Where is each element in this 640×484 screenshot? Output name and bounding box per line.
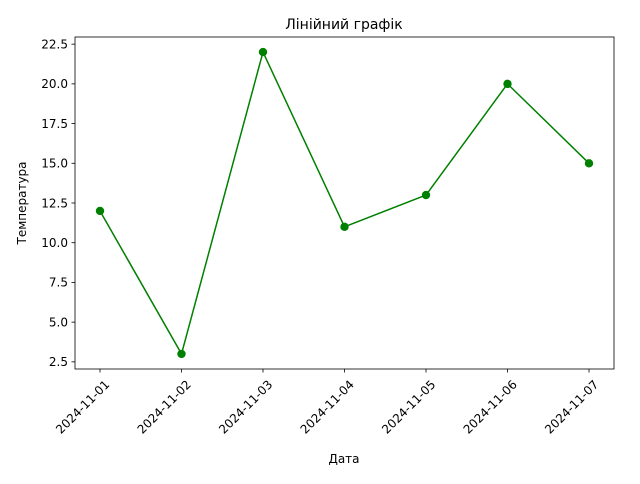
y-tick-label: 17.5 xyxy=(41,117,68,131)
x-axis-label: Дата xyxy=(328,452,359,466)
y-tick-label: 22.5 xyxy=(41,37,68,51)
data-point xyxy=(95,206,105,216)
y-axis-label: Температура xyxy=(15,161,29,245)
y-tick-label: 2.5 xyxy=(49,355,68,369)
plot-frame xyxy=(74,36,615,370)
y-tick-label: 5.0 xyxy=(49,315,68,329)
data-point xyxy=(421,190,431,200)
data-point xyxy=(340,222,349,232)
data-point xyxy=(584,159,594,168)
series-layer xyxy=(95,47,594,359)
data-point xyxy=(258,47,268,57)
data-point xyxy=(503,79,512,89)
y-tick-label: 10.0 xyxy=(41,236,68,250)
y-tick-label: 12.5 xyxy=(41,196,68,210)
y-tick-label: 20.0 xyxy=(41,77,68,91)
chart-title: Лінійний графік xyxy=(285,17,403,33)
y-tick-label: 15.0 xyxy=(41,157,68,171)
data-point xyxy=(177,349,186,359)
y-axis: 2.5 5.0 7.5 10.0 12.5 15.0 17.5 20.0 22.5 xyxy=(41,37,75,369)
y-tick-label: 7.5 xyxy=(49,276,68,290)
